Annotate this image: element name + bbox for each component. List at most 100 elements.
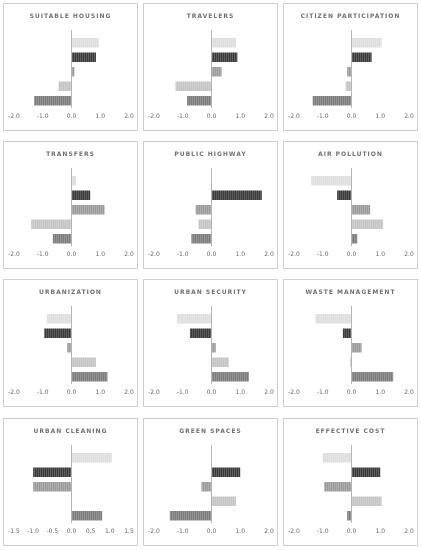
chart-panel: URBANIZATION -2.0 -1.0 0.0 1.0 2.0: [3, 279, 138, 407]
chart-title: PUBLIC HIGHWAY: [174, 151, 247, 158]
x-tick-label: 0.0: [207, 389, 217, 396]
bar-chart: -2.0 -1.0 0.0 1.0 2.0: [288, 30, 414, 120]
x-tick-label: -1.0: [37, 389, 49, 396]
x-tick-label: 1.0: [95, 113, 105, 120]
x-tick-label: -2.0: [288, 113, 300, 120]
bar: [211, 52, 238, 62]
x-tick-label: 1.0: [105, 528, 115, 535]
chart-title: TRAVELERS: [186, 13, 235, 20]
bar: [71, 511, 103, 521]
x-tick-label: 1.0: [235, 528, 245, 535]
x-tick-label: -1.0: [177, 251, 189, 258]
bar: [33, 467, 72, 477]
x-tick-label: 0.0: [347, 389, 357, 396]
x-tick-label: 0.0: [347, 251, 357, 258]
chart-panel: SUITABLE HOUSING -2.0 -1.0 0.0 1.0 2.0: [3, 3, 138, 131]
x-tick-label: 1.0: [375, 113, 385, 120]
bar-chart: -2.0 -1.0 0.0 1.0 2.0: [8, 168, 134, 258]
x-tick-label: -1.0: [317, 113, 329, 120]
bar: [347, 511, 352, 521]
x-tick-label: 1.0: [95, 389, 105, 396]
bar: [351, 234, 358, 244]
x-tick-label: -1.0: [177, 389, 189, 396]
x-tick-label: 1.0: [235, 113, 245, 120]
bar: [71, 190, 91, 200]
bar-chart: -2.0 -1.0 0.0 1.0 2.0: [148, 445, 274, 535]
x-tick-label: 0.0: [347, 528, 357, 535]
chart-panel: URBAN CLEANING -1.5 -1.0 -0.5 0.0 0.5 1.0 1.5: [3, 418, 138, 546]
bar: [347, 67, 352, 77]
bar: [312, 96, 352, 106]
x-tick-label: -1.0: [37, 251, 49, 258]
x-tick-label: -2.0: [148, 113, 160, 120]
bar: [342, 328, 352, 338]
bar-chart: -2.0 -1.0 0.0 1.0 2.0: [8, 30, 134, 120]
x-tick-label: -2.0: [148, 528, 160, 535]
bar: [322, 453, 352, 463]
chart-title: GREEN SPACES: [179, 428, 242, 435]
x-tick-label: 0.0: [67, 389, 77, 396]
x-tick-label: -2.0: [8, 389, 20, 396]
x-tick-label: 0.0: [207, 528, 217, 535]
bar: [198, 219, 212, 229]
chart-title: AIR POLLUTION: [318, 151, 383, 158]
x-tick-label: -2.0: [8, 251, 20, 258]
x-tick-label: 2.0: [404, 528, 414, 535]
x-tick-label: 1.0: [235, 251, 245, 258]
bar-chart: -2.0 -1.0 0.0 1.0 2.0: [288, 445, 414, 535]
bar: [187, 96, 212, 106]
x-tick-label: 1.0: [95, 251, 105, 258]
x-tick-label: -1.0: [27, 528, 39, 535]
bar: [211, 38, 236, 48]
bar: [337, 190, 352, 200]
bar: [71, 67, 75, 77]
bar: [351, 343, 362, 353]
bar: [47, 314, 72, 324]
bar: [350, 357, 352, 367]
x-tick-label: -1.0: [177, 113, 189, 120]
x-tick-label: -2.0: [288, 389, 300, 396]
bar: [71, 453, 112, 463]
bar: [31, 219, 72, 229]
x-tick-label: 0.0: [207, 251, 217, 258]
x-tick-label: -2.0: [148, 389, 160, 396]
bar: [191, 234, 212, 244]
x-tick-label: -1.5: [8, 528, 20, 535]
x-tick-label: 0.0: [67, 528, 77, 535]
chart-title: TRANSFERS: [46, 151, 95, 158]
bar: [34, 96, 72, 106]
bar: [71, 372, 108, 382]
x-tick-label: -1.0: [317, 528, 329, 535]
x-tick-label: -0.5: [46, 528, 58, 535]
bar: [189, 328, 212, 338]
bar: [351, 38, 382, 48]
bar: [177, 314, 212, 324]
bar-chart: -2.0 -1.0 0.0 1.0 2.0: [148, 30, 274, 120]
bar: [351, 372, 394, 382]
x-tick-label: -2.0: [288, 528, 300, 535]
x-tick-label: 2.0: [264, 113, 274, 120]
bar: [71, 357, 96, 367]
bar: [315, 314, 352, 324]
bar-chart: -1.5 -1.0 -0.5 0.0 0.5 1.0 1.5: [8, 445, 134, 535]
bar: [175, 81, 212, 91]
bar: [351, 205, 371, 215]
chart-title: URBAN SECURITY: [174, 289, 247, 296]
bar: [169, 511, 212, 521]
chart-panel: PUBLIC HIGHWAY -2.0 -1.0 0.0 1.0 2.0: [143, 141, 278, 269]
bar-chart: -2.0 -1.0 0.0 1.0 2.0: [288, 168, 414, 258]
bar: [345, 81, 352, 91]
chart-panel: TRANSFERS -2.0 -1.0 0.0 1.0 2.0: [3, 141, 138, 269]
bar: [71, 52, 96, 62]
x-tick-label: 2.0: [264, 389, 274, 396]
bar: [211, 467, 241, 477]
bar: [211, 67, 222, 77]
x-tick-label: 1.0: [375, 251, 385, 258]
chart-panel: GREEN SPACES -2.0 -1.0 0.0 1.0 2.0: [143, 418, 278, 546]
x-tick-label: 0.0: [67, 251, 77, 258]
bar: [351, 467, 381, 477]
x-tick-label: -2.0: [8, 113, 20, 120]
bar: [211, 343, 216, 353]
x-tick-label: 1.0: [375, 528, 385, 535]
bar-chart: -2.0 -1.0 0.0 1.0 2.0: [148, 306, 274, 396]
